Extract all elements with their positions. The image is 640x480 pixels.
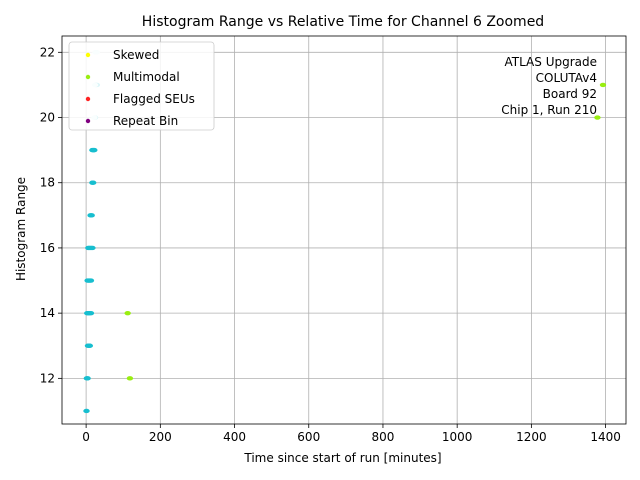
- x-tick-label: 1400: [590, 430, 621, 444]
- legend-label: Skewed: [113, 48, 159, 62]
- y-ticks: 12 14 16 18 20 22: [40, 45, 62, 385]
- y-axis-label: Histogram Range: [14, 177, 28, 281]
- legend: Skewed Multimodal Flagged SEUs Repeat Bin: [68, 41, 215, 131]
- y-tick-label: 14: [40, 306, 55, 320]
- multimodal-point: [126, 376, 134, 381]
- series-point: [87, 278, 95, 283]
- legend-marker: [85, 74, 91, 80]
- series-point: [88, 213, 95, 218]
- series-point: [87, 310, 95, 316]
- x-tick-label: 0: [82, 430, 90, 444]
- series-point: [89, 180, 97, 185]
- y-tick-label: 18: [40, 176, 55, 190]
- x-axis-label: Time since start of run [minutes]: [243, 451, 441, 465]
- x-tick-label: 200: [149, 430, 172, 444]
- series-point: [83, 408, 90, 414]
- y-tick-label: 22: [40, 45, 55, 59]
- annotation: ATLAS Upgrade COLUTAv4 Board 92 Chip 1, Run…: [501, 55, 597, 117]
- y-tick-label: 12: [40, 371, 55, 385]
- chart-title: Histogram Range vs Relative Time for Cha…: [142, 14, 544, 30]
- annotation-line: Board 92: [543, 87, 597, 101]
- series-point: [89, 245, 96, 251]
- series-point: [91, 147, 98, 153]
- legend-label: Flagged SEUs: [113, 92, 195, 106]
- axes: [61, 35, 627, 425]
- y-tick-label: 16: [40, 241, 55, 255]
- legend-marker: [85, 96, 91, 102]
- legend-label: Repeat Bin: [113, 114, 178, 128]
- multimodal-point: [594, 115, 601, 120]
- x-tick-label: 1200: [516, 430, 547, 444]
- plot-frame: [61, 35, 627, 425]
- legend-marker: [85, 52, 91, 58]
- legend-box: [68, 41, 215, 131]
- y-tick-label: 20: [40, 111, 55, 125]
- legend-marker: [85, 118, 91, 124]
- legend-label: Multimodal: [113, 70, 180, 84]
- annotation-line: Chip 1, Run 210: [501, 103, 597, 117]
- x-tick-label: 1000: [442, 430, 473, 444]
- series-point: [84, 376, 91, 381]
- annotation-line: COLUTAv4: [536, 71, 597, 85]
- x-tick-label: 600: [297, 430, 320, 444]
- multimodal-point: [124, 310, 131, 316]
- series-point: [86, 343, 94, 348]
- x-ticks: 0 200 400 600 800 1000 1200 1400: [82, 424, 621, 444]
- multimodal-point: [599, 82, 607, 88]
- x-tick-label: 800: [372, 430, 395, 444]
- x-tick-label: 400: [223, 430, 246, 444]
- annotation-line: ATLAS Upgrade: [504, 55, 597, 69]
- grid: [62, 36, 626, 424]
